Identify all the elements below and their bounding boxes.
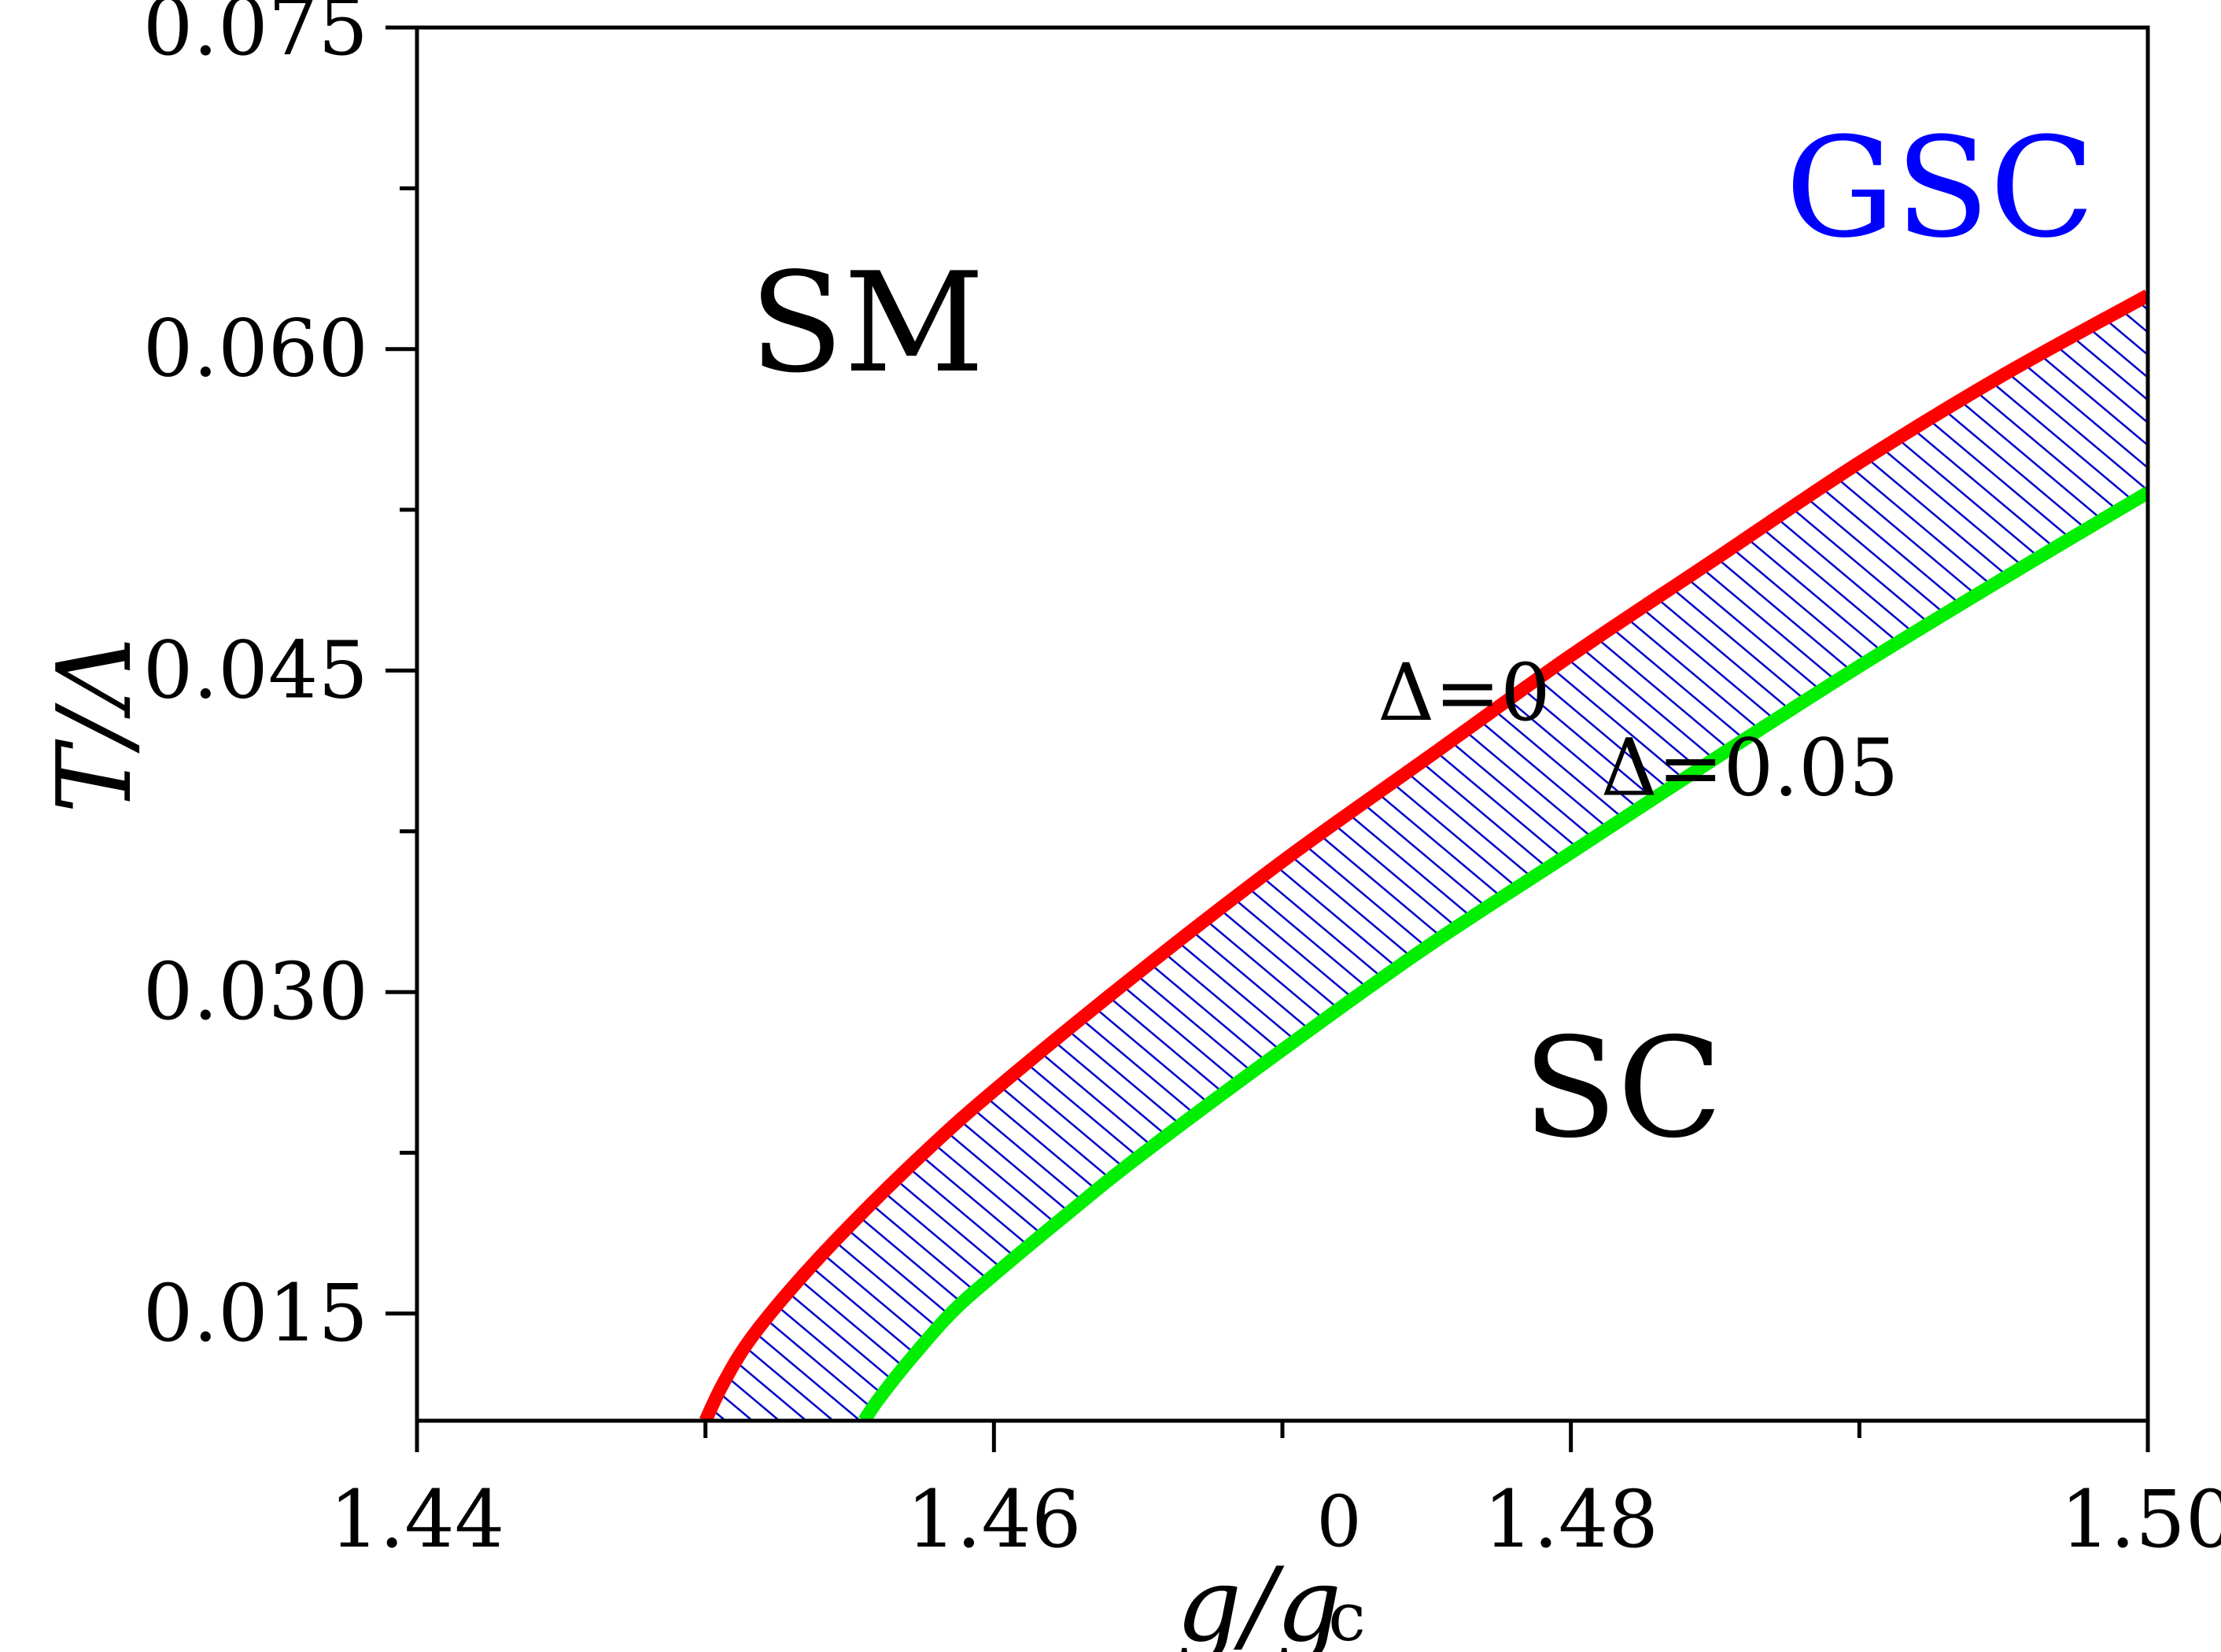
x-tick-label: 1.46: [906, 1473, 1082, 1565]
series-line-delta-0.05: [858, 486, 2148, 1421]
region-label-sc: SC: [1523, 1009, 1723, 1169]
x-axis-title-main: g/g: [1176, 1545, 1341, 1652]
hatched-region: [705, 295, 2148, 1421]
x-axis-title: g/g: [1176, 1545, 1341, 1652]
y-tick-label: 0.045: [143, 624, 368, 716]
y-tick-label: 0.060: [143, 303, 368, 395]
x-tick-label: 1.44: [330, 1473, 505, 1565]
x-axis-title-superscript: 0: [1316, 1481, 1361, 1563]
y-axis-title: T/Λ: [35, 637, 154, 813]
region-label-sm: SM: [749, 244, 984, 404]
y-tick-label: 0.075: [143, 0, 368, 73]
region-label-gsc: GSC: [1785, 109, 2095, 268]
series-line-delta-0: [699, 289, 2148, 1421]
curve-label-3: Δ=0: [1378, 647, 1551, 739]
x-tick-label: 1.50: [2061, 1473, 2221, 1565]
y-tick-label: 0.015: [143, 1267, 368, 1359]
curve-label-4: Δ=0.05: [1601, 721, 1899, 813]
y-tick-label: 0.030: [143, 946, 368, 1038]
x-tick-label: 1.48: [1483, 1473, 1658, 1565]
x-axis-title-subscript: c: [1328, 1579, 1366, 1652]
